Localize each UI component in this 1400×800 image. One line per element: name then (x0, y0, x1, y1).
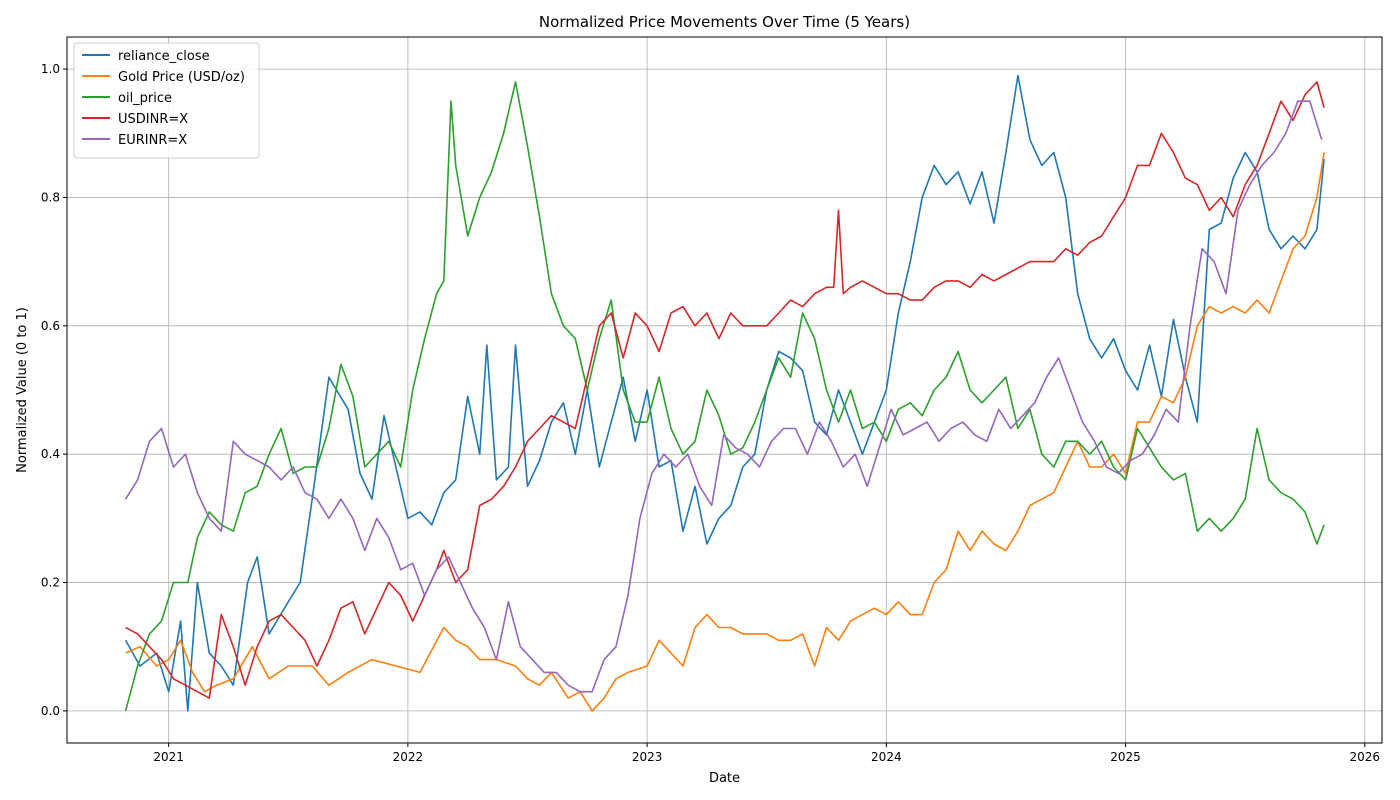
y-tick-label: 1.0 (41, 62, 60, 76)
legend-label: Gold Price (USD/oz) (118, 70, 245, 85)
x-axis: 2021 2022 2023 2024 2025 2026 (153, 743, 1380, 764)
y-tick-label: 0.6 (41, 319, 60, 333)
chart-title: Normalized Price Movements Over Time (5 … (539, 13, 910, 31)
legend: reliance_close Gold Price (USD/oz) oil_pri… (73, 42, 260, 159)
series-line-eurinr-x (124, 100, 1323, 693)
x-tick-label: 2026 (1350, 750, 1381, 764)
y-tick-label: 0.4 (41, 447, 60, 461)
legend-label: reliance_close (118, 49, 210, 64)
x-axis-label: Date (709, 771, 740, 786)
y-tick-label: 0.8 (41, 190, 60, 204)
legend-label: USDINR=X (118, 112, 188, 127)
series-line-gold-price-usd-oz (125, 152, 1325, 712)
x-tick-label: 2022 (393, 750, 424, 764)
legend-box (73, 42, 260, 159)
plot-area-frame (66, 36, 1383, 744)
series-line-usdinr-x (125, 81, 1325, 699)
series-line-oil-price (124, 81, 1325, 712)
series-line-reliance-close (124, 74, 1325, 712)
y-tick-label: 0.2 (41, 576, 60, 590)
legend-label: oil_price (118, 91, 172, 106)
y-tick-label: 0.0 (41, 704, 60, 718)
series-layer (124, 74, 1325, 712)
x-tick-label: 2024 (871, 750, 902, 764)
legend-label: EURINR=X (118, 133, 187, 148)
y-axis: 0.0 0.2 0.4 0.6 0.8 1.0 (41, 62, 67, 718)
x-tick-label: 2021 (153, 750, 184, 764)
y-axis-label: Normalized Value (0 to 1) (15, 307, 30, 473)
grid-lines (67, 37, 1382, 743)
x-tick-label: 2023 (632, 750, 663, 764)
x-tick-label: 2025 (1110, 750, 1141, 764)
